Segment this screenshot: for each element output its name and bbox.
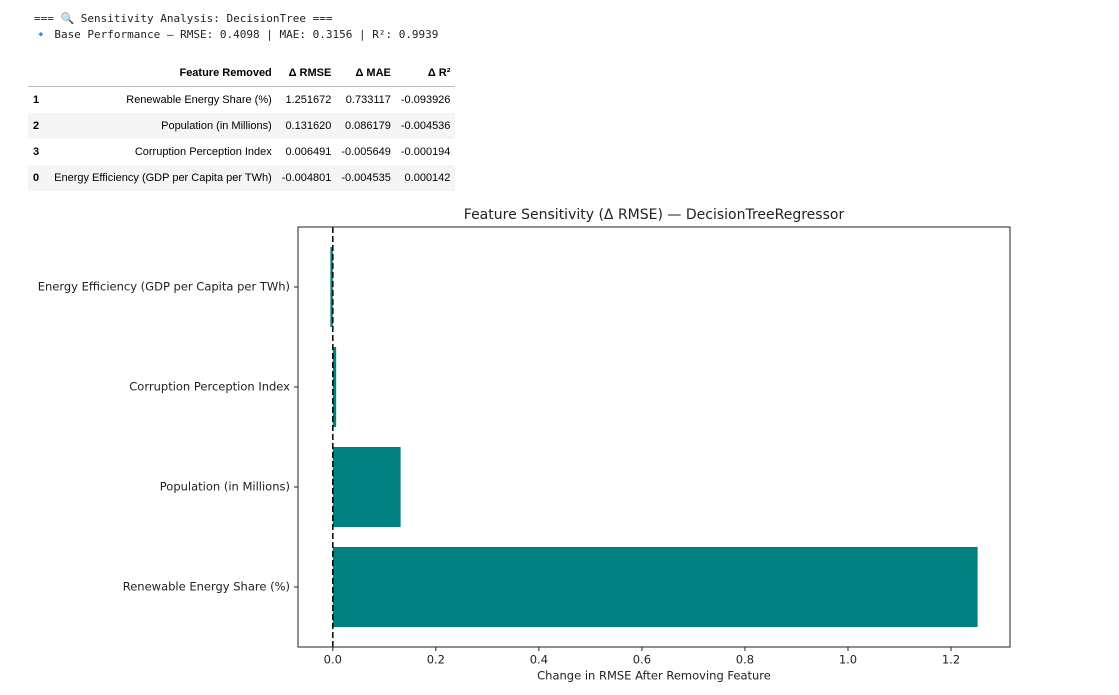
header-cell xyxy=(28,60,50,87)
header-cell: Δ MAE xyxy=(336,60,396,87)
x-tick-label: 1.0 xyxy=(839,653,857,667)
table-cell: Population (in Millions) xyxy=(49,113,277,139)
table-row: 2 Population (in Millions) 0.131620 0.08617… xyxy=(28,113,456,139)
table-cell: Energy Efficiency (GDP per Capita per TW… xyxy=(49,165,277,191)
plot-frame xyxy=(297,226,1011,648)
table-cell: -0.004801 xyxy=(276,165,337,191)
table-header: Feature Removed Δ RMSE Δ MAE Δ R² xyxy=(28,60,456,87)
table-cell: -0.093926 xyxy=(400,94,451,106)
table-cell: Renewable Energy Share (%) xyxy=(126,94,272,106)
bar xyxy=(332,347,337,427)
bar xyxy=(332,447,401,527)
chart-title: Feature Sensitivity (Δ RMSE) — DecisionT… xyxy=(464,207,845,223)
x-axis-label: Change in RMSE After Removing Feature xyxy=(537,669,771,683)
bar xyxy=(330,247,333,327)
table-cell: 0.131620 xyxy=(276,113,337,139)
x-tick-label: 0.6 xyxy=(633,653,651,667)
table-row: 0 Energy Efficiency (GDP per Capita per T… xyxy=(28,165,456,191)
output-heading: === 🔍 Sensitivity Analysis: DecisionTree… xyxy=(34,12,333,25)
row-index: 3 xyxy=(33,146,40,158)
table-cell: 0.086179 xyxy=(336,113,396,139)
results-table: Feature Removed Δ RMSE Δ MAE Δ R² 1 Renewabl… xyxy=(28,60,456,191)
output-base: 🔹 Base Performance — RMSE: 0.4098 | MAE:… xyxy=(34,28,439,41)
row-index: 2 xyxy=(28,113,50,139)
header-cell: Feature Removed xyxy=(49,60,277,87)
header-cell: Δ RMSE xyxy=(276,60,337,87)
table-cell: 1.251672 xyxy=(285,94,332,106)
y-tick-label: Energy Efficiency (GDP per Capita per TW… xyxy=(38,280,290,294)
y-tick-label: Renewable Energy Share (%) xyxy=(123,580,290,594)
table-cell: 0.006491 xyxy=(285,146,332,158)
x-tick-label: 0.2 xyxy=(427,653,445,667)
table-cell: Corruption Perception Index xyxy=(134,146,272,158)
y-tick-label: Corruption Perception Index xyxy=(129,380,290,394)
row-index: 0 xyxy=(28,165,50,191)
row-index: 1 xyxy=(33,94,40,106)
table-cell: -0.000194 xyxy=(400,146,451,158)
x-tick-label: 0.8 xyxy=(736,653,754,667)
table-cell: -0.004536 xyxy=(395,113,456,139)
x-tick-label: 0.4 xyxy=(530,653,548,667)
table-cell: 0.733117 xyxy=(345,94,391,106)
bar xyxy=(332,547,978,627)
table-cell: -0.005649 xyxy=(341,146,391,158)
header-cell: Δ R² xyxy=(395,60,456,87)
table-row: 3 Corruption Perception Index 0.006491 -0.0… xyxy=(28,139,455,165)
x-tick-label: 0.0 xyxy=(324,653,342,667)
table-row: 1 Renewable Energy Share (%) 1.251672 0.733… xyxy=(28,87,455,114)
table-cell: -0.004535 xyxy=(336,165,396,191)
y-tick-label: Population (in Millions) xyxy=(160,480,290,494)
x-tick-label: 1.2 xyxy=(942,653,960,667)
table-cell: 0.000142 xyxy=(395,165,456,191)
